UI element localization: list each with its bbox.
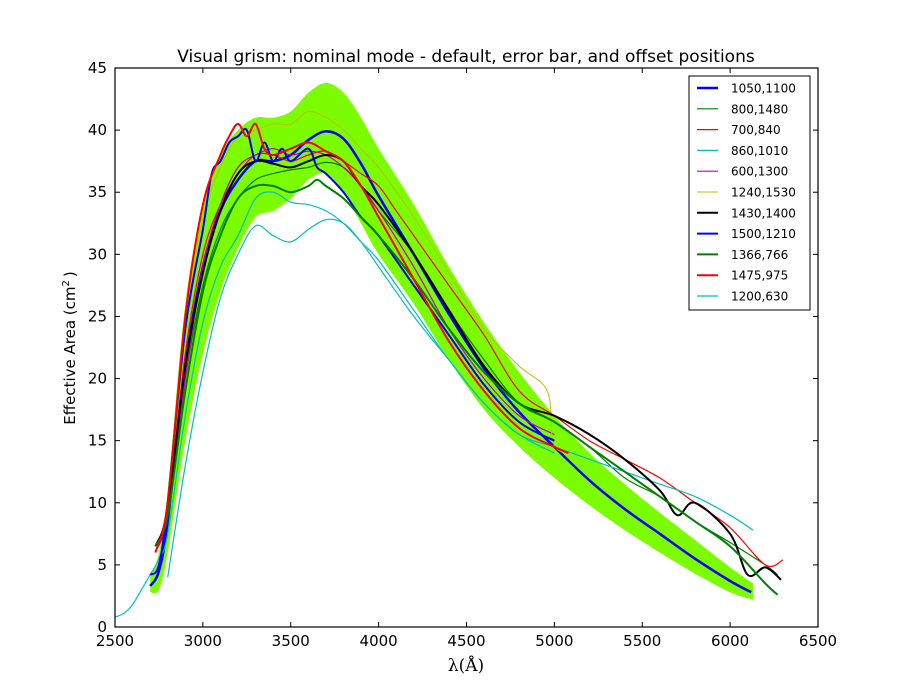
legend-label: 600,1300 <box>731 165 788 179</box>
y-axis-label-main: Effective Area (cm <box>61 287 79 425</box>
series-line-1500-1210 <box>149 128 555 576</box>
x-tick-label: 5000 <box>535 632 573 650</box>
legend-label: 1200,630 <box>731 290 788 304</box>
series-line-1200-630 <box>167 218 555 578</box>
series-line-700-840 <box>154 150 784 568</box>
series-line-1366-766 <box>154 178 779 596</box>
legend-label: 800,1480 <box>731 102 788 116</box>
x-axis: 2500 3000 3500 4000 4500 5000 5500 6000 6500 <box>96 68 837 650</box>
y-axis: 0 5 10 15 20 25 30 35 40 45 <box>88 59 818 636</box>
plot-area <box>115 82 784 618</box>
series-line-1050-1100 <box>149 130 752 594</box>
series-layer <box>115 110 784 618</box>
y-tick-label: 30 <box>88 245 107 263</box>
x-tick-label: 6000 <box>711 632 749 650</box>
y-tick-label: 10 <box>88 494 107 512</box>
x-tick-label: 3500 <box>272 632 310 650</box>
x-tick-label: 5500 <box>623 632 661 650</box>
legend-label: 860,1010 <box>731 144 788 158</box>
x-tick-label: 4500 <box>447 632 485 650</box>
y-tick-label: 35 <box>88 183 107 201</box>
y-tick-label: 40 <box>88 121 107 139</box>
y-axis-label-end: ) <box>61 271 79 277</box>
y-axis-label: Effective Area (cm2) <box>61 271 79 424</box>
y-tick-label: 20 <box>88 370 107 388</box>
legend-label: 1050,1100 <box>731 82 796 96</box>
legend-label: 1475,975 <box>731 269 788 283</box>
y-tick-label: 5 <box>97 556 107 574</box>
legend-label: 1500,1210 <box>731 227 796 241</box>
x-tick-label: 3000 <box>184 632 222 650</box>
legend-label: 700,840 <box>731 123 781 137</box>
y-axis-label-sup: 2 <box>61 280 72 286</box>
legend-label: 1430,1400 <box>731 206 796 220</box>
y-tick-label: 15 <box>88 432 107 450</box>
legend-frame <box>688 75 811 311</box>
series-line-1475-975 <box>154 122 569 553</box>
y-tick-label: 25 <box>88 307 107 325</box>
x-axis-label: λ(Å) <box>448 655 484 676</box>
x-tick-label: 6500 <box>799 632 837 650</box>
legend-label: 1240,1530 <box>731 186 796 200</box>
error-band <box>150 82 753 600</box>
legend-label: 1366,766 <box>731 248 788 262</box>
chart-title: Visual grism: nominal mode - default, er… <box>177 47 755 67</box>
y-tick-label: 45 <box>88 59 107 77</box>
series-line-1240-1530 <box>154 110 564 547</box>
x-tick-label: 4000 <box>360 632 398 650</box>
legend: 1050,1100 800,1480 700,840 860,1010 600,1300… <box>688 75 811 311</box>
y-tick-label: 0 <box>97 618 107 636</box>
series-line-860-1010 <box>115 191 754 618</box>
x-tick-label: 2500 <box>96 632 134 650</box>
